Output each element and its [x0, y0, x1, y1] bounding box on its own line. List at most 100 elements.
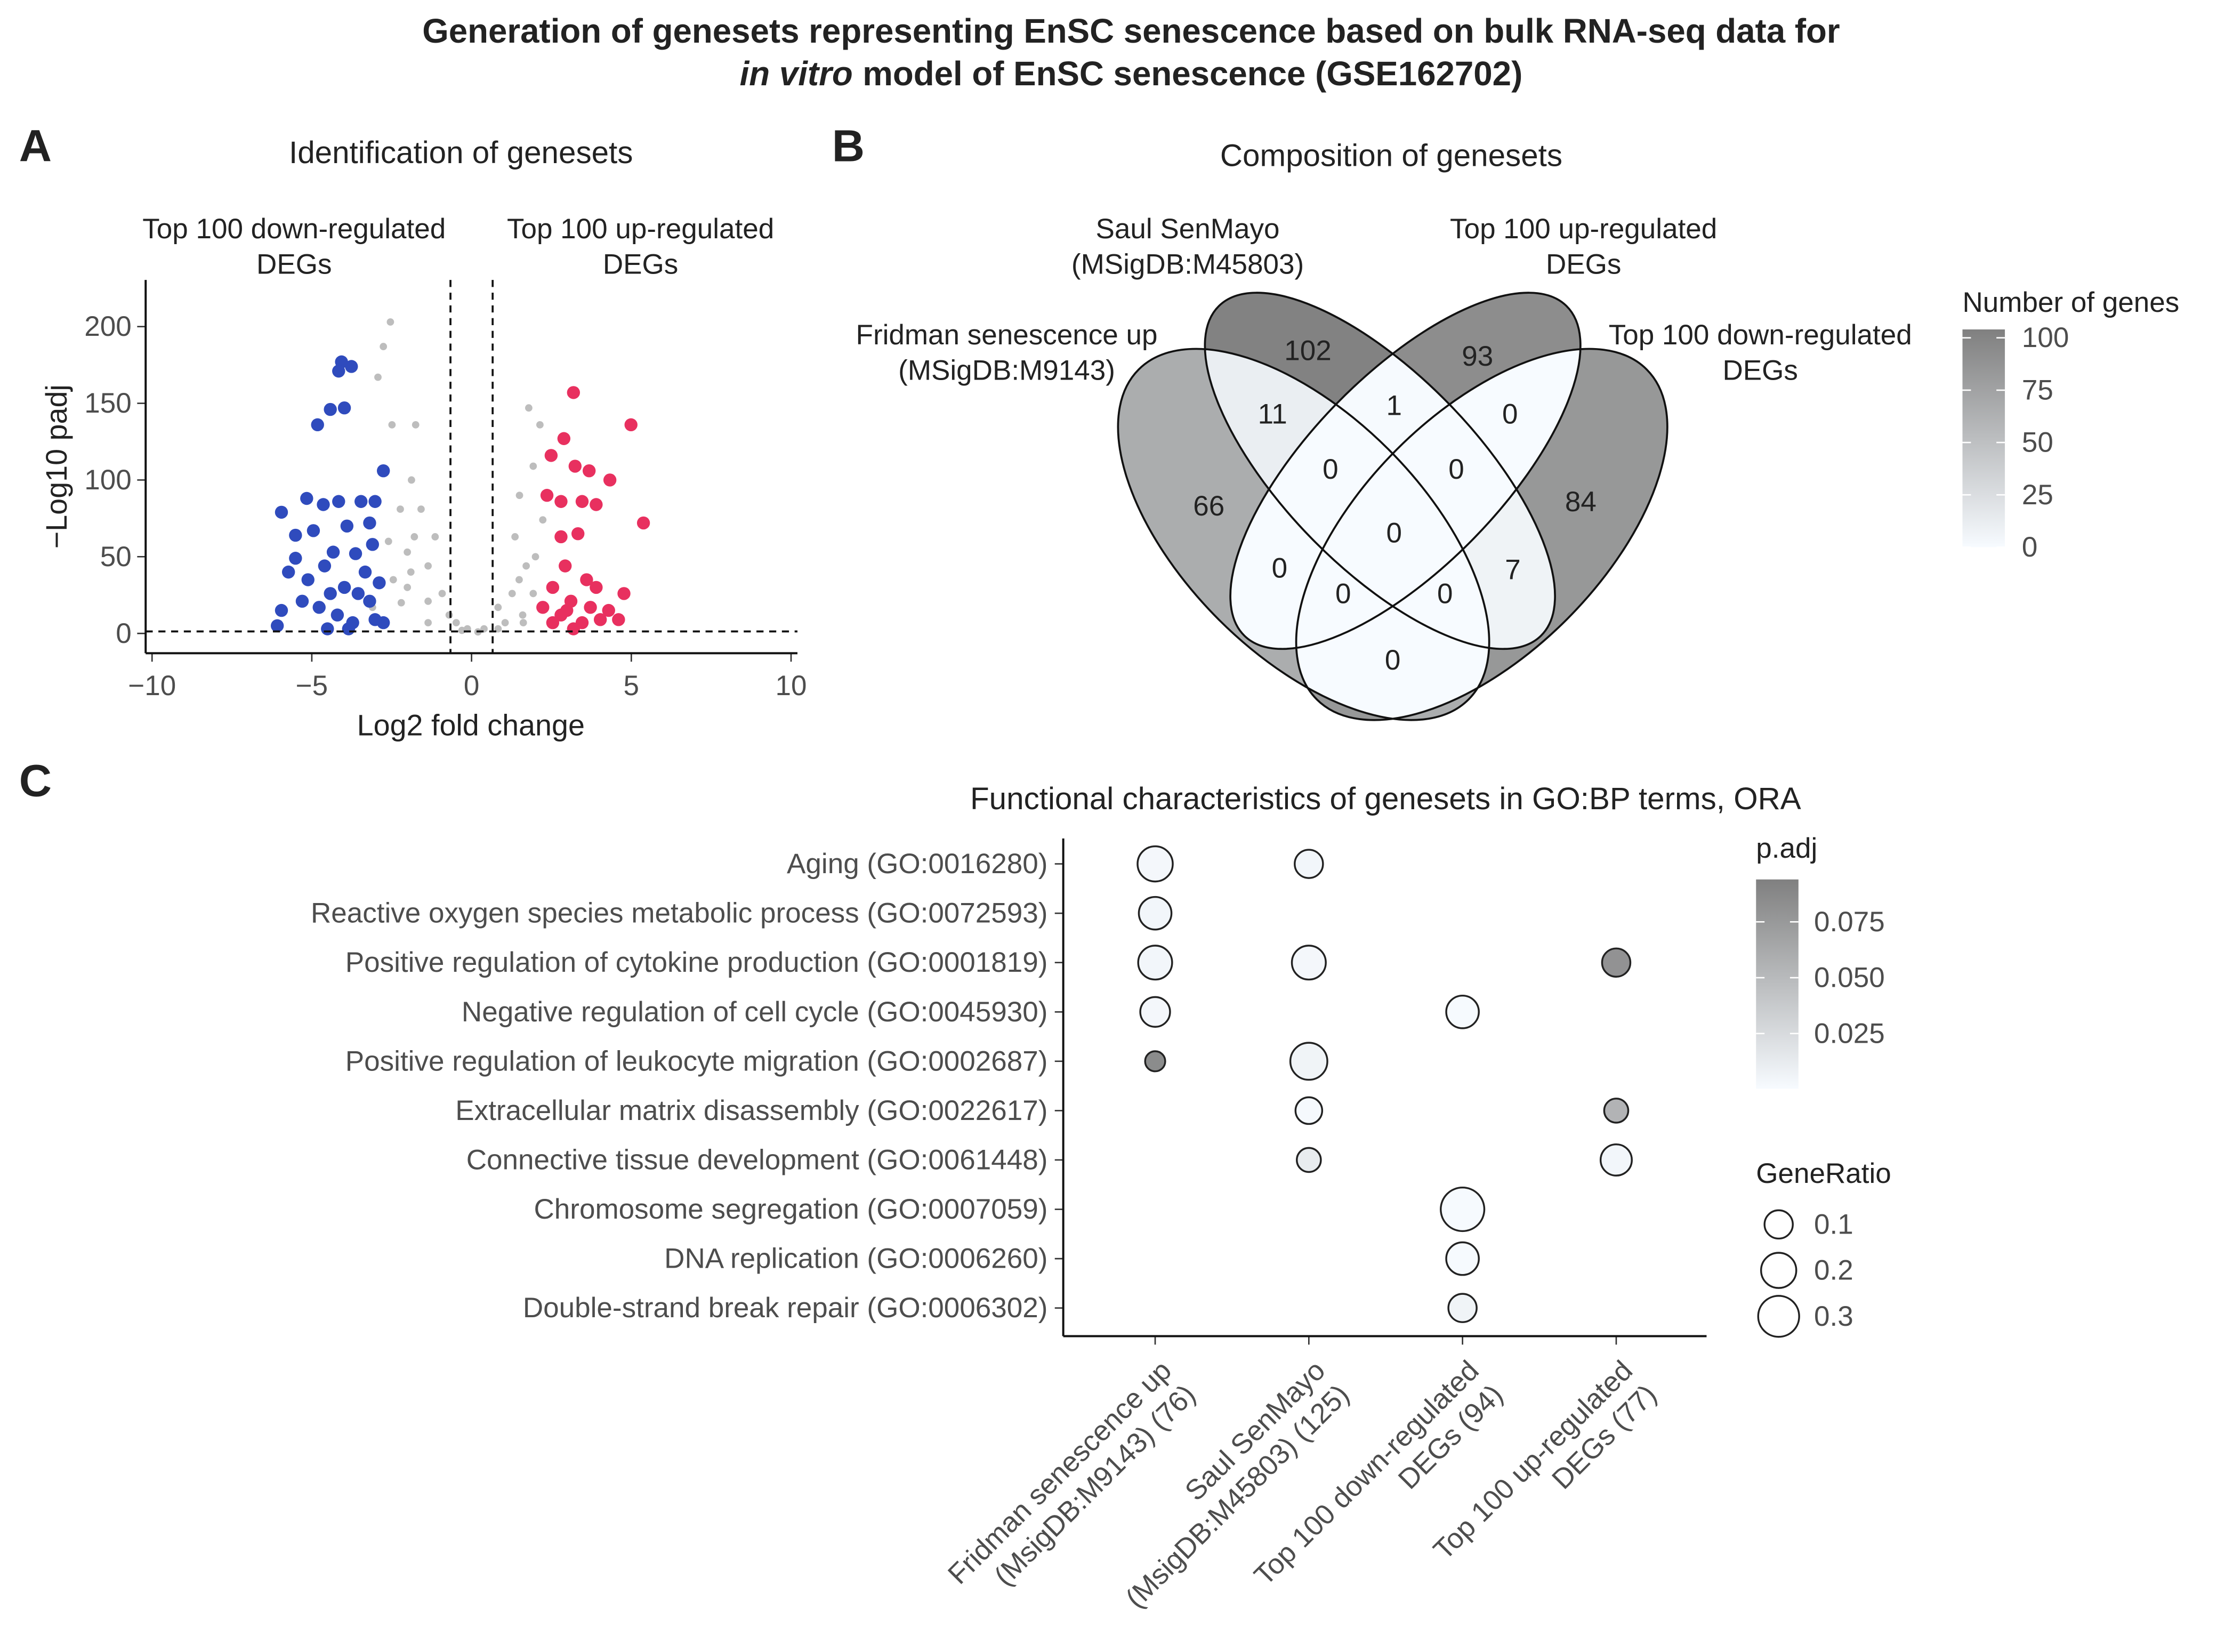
data-point [417, 505, 425, 513]
y-tick-label: 200 [84, 311, 131, 342]
data-point [554, 530, 568, 544]
region-count: 84 [1565, 486, 1597, 518]
data-point [431, 533, 439, 541]
data-point [384, 537, 392, 545]
set-label: Top 100 up-regulated [1450, 213, 1717, 245]
legend-tick-label: 0.2 [1814, 1255, 1853, 1286]
legend-tick-label: 50 [2022, 427, 2053, 458]
data-point [354, 495, 368, 508]
region-count: 0 [1437, 578, 1453, 609]
data-point [554, 495, 568, 508]
dot [1445, 1241, 1480, 1276]
dot [1144, 1050, 1166, 1073]
dot [1296, 1147, 1322, 1173]
data-point [363, 594, 376, 608]
data-point [571, 527, 585, 541]
data-point [374, 373, 382, 381]
data-point [281, 565, 295, 579]
data-point [438, 590, 446, 598]
size-key [1757, 1295, 1800, 1338]
y-tick-label: Positive regulation of cytokine producti… [345, 947, 1048, 978]
dot [1445, 994, 1480, 1029]
data-point [536, 601, 550, 614]
dot [1294, 849, 1324, 879]
legend-title: p.adj [1756, 833, 1817, 864]
data-point [590, 581, 603, 594]
annotation: Top 100 up-regulated [507, 213, 774, 245]
set-label: Top 100 down-regulated [1609, 319, 1912, 351]
data-point [560, 603, 574, 617]
data-point [408, 476, 415, 484]
region-count: 0 [1386, 517, 1402, 549]
data-point [557, 432, 571, 445]
title-italic: in vitro [740, 54, 853, 92]
data-point [389, 576, 397, 584]
data-point [318, 559, 332, 573]
data-point [326, 545, 340, 559]
panel-label: A [19, 120, 52, 171]
data-point [445, 611, 453, 619]
data-point [568, 460, 582, 473]
set-label: (MSigDB:M45803) [1071, 248, 1304, 280]
data-point [312, 601, 326, 614]
y-tick-label: Aging (GO:0016280) [787, 848, 1047, 880]
data-point [582, 464, 596, 478]
data-point [351, 587, 365, 600]
y-tick-label: Negative regulation of cell cycle (GO:00… [462, 996, 1048, 1028]
region-count: 102 [1284, 335, 1331, 366]
legend-tick-label: 0.3 [1814, 1301, 1853, 1332]
data-point [536, 421, 544, 429]
data-point [324, 587, 337, 600]
colorbar [1756, 879, 1799, 1089]
panel-label: B [832, 120, 865, 171]
region-count: 0 [1335, 578, 1351, 609]
region-count: 0 [1272, 553, 1288, 584]
data-point [575, 495, 589, 508]
data-point [515, 576, 523, 584]
set-ellipse [1295, 348, 1668, 721]
legend-tick-label: 100 [2022, 322, 2069, 353]
data-point [300, 491, 313, 505]
data-point [330, 608, 344, 622]
y-tick-label: Chromosome segregation (GO:0007059) [534, 1194, 1048, 1225]
y-axis-label: −Log10 padj [40, 384, 73, 549]
set-ellipse [1117, 348, 1490, 721]
data-point [511, 533, 519, 541]
y-tick-label: 100 [84, 464, 131, 496]
data-point [289, 528, 302, 542]
set-label: DEGs [1723, 354, 1798, 386]
dot [1599, 1143, 1633, 1177]
data-point [515, 491, 523, 499]
y-tick-label: Reactive oxygen species metabolic proces… [311, 898, 1047, 929]
region-count: 7 [1505, 554, 1521, 585]
data-point [275, 505, 288, 519]
dot [1603, 1098, 1630, 1124]
data-point [559, 559, 572, 573]
legend-title: GeneRatio [1756, 1158, 1891, 1189]
data-point [412, 421, 420, 429]
data-point [404, 548, 412, 556]
panel-label: C [19, 755, 52, 806]
data-point [529, 462, 537, 470]
data-point [358, 565, 372, 579]
x-tick-label: 0 [464, 670, 480, 702]
data-point [307, 524, 320, 537]
data-point [295, 594, 309, 608]
data-point [424, 562, 432, 570]
data-point [340, 519, 354, 533]
data-point [321, 622, 334, 635]
legend-tick-label: 0 [2022, 531, 2038, 563]
data-point [519, 619, 527, 627]
region-count: 0 [1448, 454, 1464, 485]
annotation: Top 100 down-regulated [142, 213, 446, 245]
data-point [424, 619, 432, 627]
data-point [342, 622, 356, 635]
legend-tick-label: 25 [2022, 479, 2053, 511]
data-point [332, 364, 345, 378]
data-point [546, 616, 560, 630]
data-point [539, 516, 547, 524]
set-label: Saul SenMayo [1096, 213, 1280, 245]
data-point [380, 343, 388, 350]
y-tick-label: 150 [84, 388, 131, 419]
